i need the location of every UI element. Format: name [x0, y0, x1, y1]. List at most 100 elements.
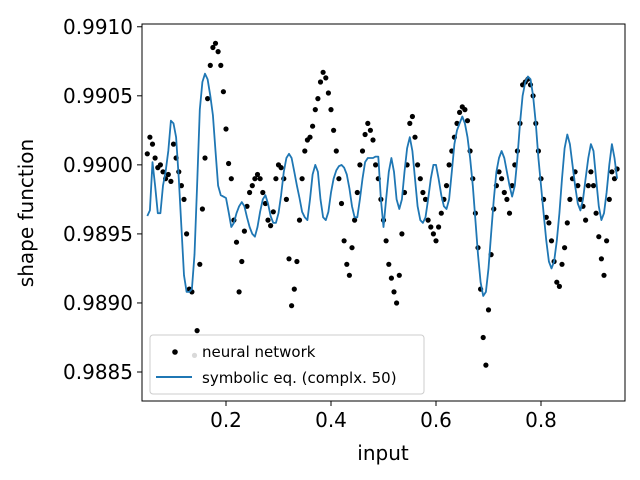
- data-point: [152, 155, 158, 161]
- data-point: [422, 196, 429, 202]
- data-point: [501, 189, 507, 196]
- data-point: [296, 217, 303, 223]
- data-point: [359, 148, 366, 154]
- data-point: [349, 245, 355, 251]
- data-point: [509, 183, 515, 189]
- data-point: [357, 162, 363, 168]
- data-point: [307, 134, 313, 140]
- data-point: [457, 109, 463, 115]
- data-point: [294, 258, 300, 265]
- data-point: [588, 169, 594, 175]
- data-point: [338, 200, 345, 207]
- y-tick-label: 0.9895: [63, 222, 133, 246]
- data-point: [596, 234, 602, 240]
- data-point: [436, 224, 442, 230]
- data-point: [291, 286, 297, 292]
- line-layer: [146, 72, 618, 297]
- data-point: [609, 169, 615, 175]
- data-point: [567, 196, 573, 202]
- data-point: [265, 217, 271, 223]
- data-point: [299, 176, 305, 182]
- data-point: [336, 176, 342, 182]
- y-tick-label: 0.9910: [63, 15, 133, 39]
- data-point: [215, 49, 221, 55]
- data-point: [485, 307, 492, 313]
- data-point: [409, 113, 415, 120]
- data-point: [207, 62, 213, 68]
- data-point: [575, 183, 581, 189]
- data-point: [157, 162, 163, 168]
- data-point: [443, 183, 450, 189]
- data-point: [147, 134, 153, 140]
- y-tick-label: 0.9885: [63, 360, 133, 384]
- data-point: [220, 89, 226, 95]
- data-point: [149, 141, 156, 147]
- data-point: [564, 220, 570, 226]
- symbolic-eq-line: [146, 72, 618, 297]
- data-point: [310, 123, 316, 129]
- data-point: [202, 155, 208, 161]
- y-tick-label: 0.9900: [63, 153, 133, 177]
- data-point: [365, 120, 371, 126]
- x-tick-label: 0.2: [210, 408, 242, 432]
- data-point: [352, 217, 358, 223]
- data-point: [199, 206, 205, 212]
- data-point: [407, 120, 413, 126]
- data-point: [233, 239, 240, 245]
- data-point: [260, 189, 266, 196]
- data-point: [383, 238, 389, 244]
- data-point: [367, 127, 373, 133]
- data-point: [433, 238, 439, 244]
- data-point: [601, 272, 607, 278]
- x-axis-label: input: [357, 441, 409, 465]
- data-point: [236, 289, 242, 295]
- data-point: [194, 328, 200, 334]
- data-point: [438, 210, 444, 216]
- data-point: [548, 238, 555, 244]
- legend-label-symbolic-eq: symbolic eq. (complx. 50): [202, 369, 397, 387]
- data-point: [559, 261, 565, 267]
- data-point: [226, 160, 232, 167]
- data-point: [417, 176, 423, 182]
- data-point: [210, 44, 216, 51]
- data-point: [428, 224, 434, 230]
- data-point: [333, 148, 339, 154]
- data-point: [554, 279, 560, 285]
- data-point: [268, 223, 274, 229]
- data-point: [585, 183, 591, 189]
- data-point: [606, 196, 612, 202]
- data-point: [354, 189, 360, 196]
- data-point: [346, 272, 352, 278]
- x-tick-label: 0.6: [420, 408, 452, 432]
- data-point: [323, 75, 329, 81]
- data-point: [462, 107, 468, 113]
- x-tick-label: 0.4: [315, 408, 347, 432]
- data-point: [399, 231, 405, 237]
- data-point: [170, 141, 177, 147]
- data-point: [205, 96, 211, 102]
- axes-frame: [141, 23, 626, 402]
- data-point: [604, 238, 610, 244]
- data-point: [420, 189, 426, 196]
- data-point: [593, 210, 599, 216]
- x-axis: 0.2 0.4 0.6 0.8: [210, 401, 557, 432]
- data-point: [317, 79, 324, 85]
- data-point: [239, 258, 245, 265]
- data-point: [218, 62, 224, 68]
- data-point: [278, 165, 284, 171]
- data-point: [328, 107, 334, 113]
- data-point: [283, 196, 289, 202]
- y-tick-label: 0.9905: [63, 84, 133, 108]
- data-point: [430, 231, 436, 237]
- data-point: [315, 96, 321, 102]
- data-point: [506, 210, 513, 216]
- data-point: [184, 231, 190, 237]
- data-point: [396, 272, 402, 278]
- data-point: [464, 118, 471, 124]
- data-point: [241, 228, 247, 234]
- data-point: [483, 362, 489, 368]
- data-point: [446, 162, 452, 168]
- y-axis: 0.9885 0.9890 0.9895 0.9900 0.9905 0.9910: [63, 15, 142, 384]
- data-point: [244, 203, 250, 209]
- data-point: [373, 162, 379, 168]
